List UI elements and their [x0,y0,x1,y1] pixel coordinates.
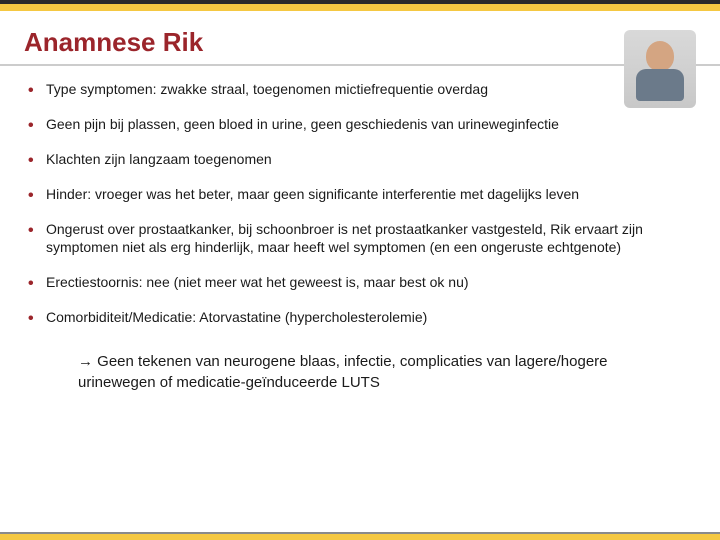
bullet-item: Hinder: vroeger was het beter, maar geen… [24,185,696,204]
bullet-item: Comorbiditeit/Medicatie: Atorvastatine (… [24,308,696,327]
bullet-item: Erectiestoornis: nee (niet meer wat het … [24,273,696,292]
bullet-item: Type symptomen: zwakke straal, toegenome… [24,80,696,99]
bullet-item: Geen pijn bij plassen, geen bloed in uri… [24,115,696,134]
bottom-accent-bar [0,534,720,540]
bullet-list: Type symptomen: zwakke straal, toegenome… [24,80,696,327]
content-area: Type symptomen: zwakke straal, toegenome… [0,66,720,411]
page-title: Anamnese Rik [24,27,696,58]
patient-avatar [624,30,696,108]
title-section: Anamnese Rik [0,19,720,66]
conclusion-box: → Geen tekenen van neurogene blaas, infe… [68,343,666,401]
bullet-item: Ongerust over prostaatkanker, bij schoon… [24,220,696,258]
accent-line [0,4,720,11]
bullet-item: Klachten zijn langzaam toegenomen [24,150,696,169]
conclusion-text: → Geen tekenen van neurogene blaas, infe… [78,353,608,391]
